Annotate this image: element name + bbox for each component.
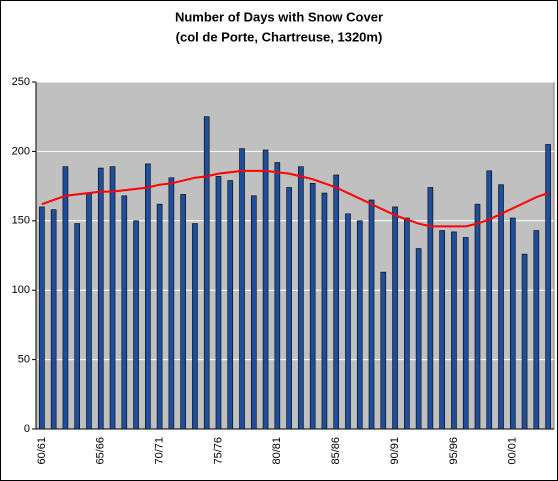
bar [262,149,269,430]
x-tick-label: 75/76 [212,437,224,465]
bar [309,183,316,430]
bar [545,144,551,430]
bar [521,253,528,430]
bar [415,248,422,430]
bar [298,166,304,430]
bar [192,223,198,430]
bar [250,195,257,430]
bar [392,206,398,430]
bar [286,187,292,430]
x-tick-label: 60/61 [36,437,48,465]
bar [333,174,340,430]
y-tick-label: 100 [12,284,30,296]
y-tick-label: 0 [24,423,30,435]
x-tick-label: 00/01 [507,437,519,465]
bar [39,206,45,430]
bar [227,180,234,430]
x-tick-label: 80/81 [271,437,283,465]
bar [474,203,481,430]
bar [427,187,434,430]
bar [180,194,186,430]
bar [462,237,469,430]
bar [321,192,328,430]
bar [50,209,57,430]
bar [356,220,363,430]
x-tick-label: 65/66 [95,437,107,465]
y-tick-label: 250 [12,76,30,88]
bar [86,192,92,430]
chart-title: Number of Days with Snow Cover [175,9,383,24]
bar [368,199,375,430]
bar [345,213,351,430]
bar [109,166,116,430]
chart-subtitle: (col de Porte, Chartreuse, 1320m) [176,29,383,44]
bar [121,195,128,430]
bar [439,230,445,430]
bar [451,231,457,430]
bar [380,271,387,430]
bar [533,230,540,430]
x-tick-label: 85/86 [330,437,342,465]
x-tick-label: 70/71 [154,437,166,465]
bar [97,167,104,430]
bar [486,170,493,430]
bar [215,176,222,430]
bar [168,177,175,430]
y-tick-label: 50 [18,354,30,366]
bar [145,163,151,430]
bar [274,162,281,430]
bar [404,217,410,430]
bar [509,217,516,430]
trend-line [41,169,549,228]
y-tick-label: 200 [12,145,30,157]
x-tick-label: 95/96 [448,437,460,465]
x-tick-label: 90/91 [389,437,401,465]
bar [203,116,210,430]
bar [74,223,81,430]
bar [239,148,245,430]
bar [62,166,69,430]
bar [498,184,504,430]
bar [133,220,139,430]
bar [156,203,163,430]
y-tick-label: 150 [12,215,30,227]
